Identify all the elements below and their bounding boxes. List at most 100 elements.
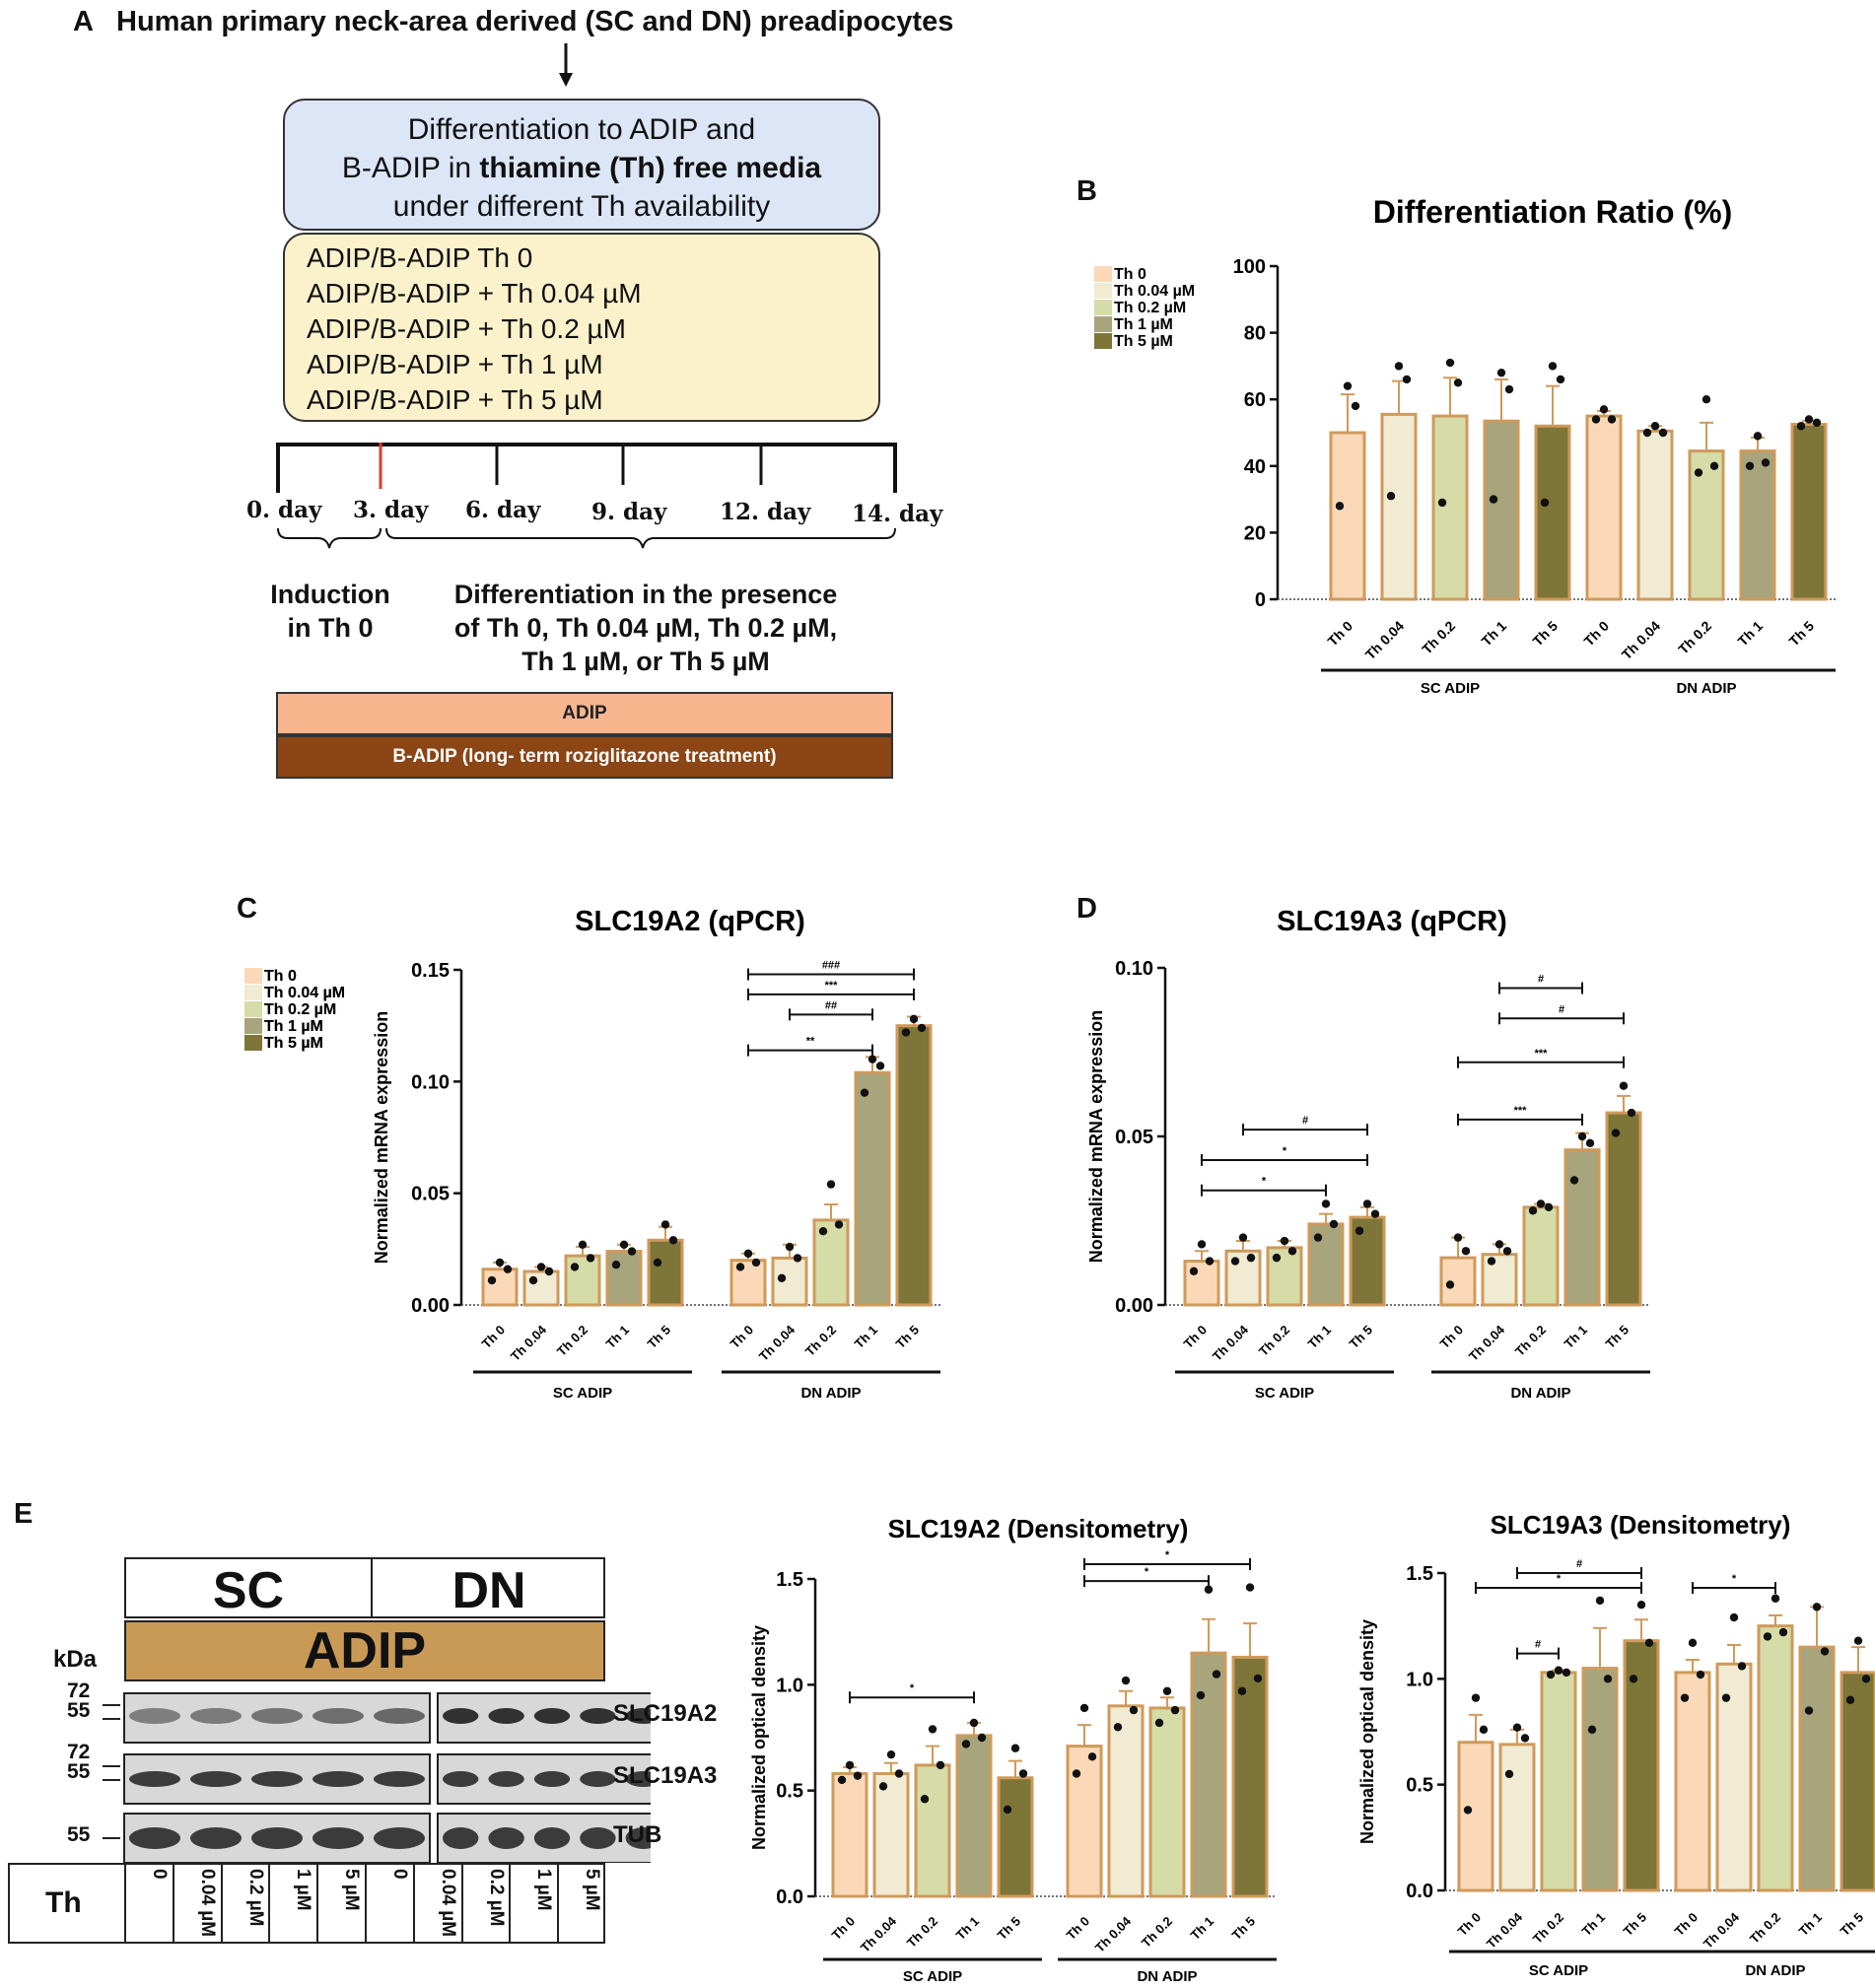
blot-band <box>443 1771 479 1787</box>
lane-label: 1 µM <box>268 1865 316 1942</box>
media-line-3: under different Th availability <box>392 190 771 223</box>
lane-label-text: 0.04 µM <box>196 1869 218 1938</box>
x-tick-label: Th 1 <box>1734 618 1766 650</box>
data-point <box>1245 1583 1255 1592</box>
conditions-box: ADIP/B-ADIP Th 0 ADIP/B-ADIP + Th 0.04 µ… <box>283 233 880 422</box>
lane-label: 5 µM <box>316 1865 365 1942</box>
data-point <box>1313 1233 1323 1242</box>
x-tick-label: Th 5 <box>893 1323 923 1352</box>
data-point <box>860 1088 869 1097</box>
x-tick-label: Th 0.04 <box>1484 1909 1526 1952</box>
media-box: Differentiation to ADIP and B-ADIP in th… <box>283 99 880 231</box>
x-tick-label: Th 5 <box>1603 1323 1632 1352</box>
data-point <box>1644 1638 1654 1648</box>
legend-label: Th 0.04 µM <box>1114 283 1195 300</box>
x-tick-label: Th 0.04 <box>1701 1909 1743 1952</box>
bar <box>771 1256 808 1307</box>
western-blot <box>103 1692 651 1863</box>
data-point <box>1642 428 1652 438</box>
data-point <box>1536 1200 1546 1208</box>
media-line-2: B-ADIP in thiamine (Th) free media <box>285 149 878 187</box>
kda-marker: 72 <box>67 1680 91 1702</box>
data-point <box>1386 492 1396 501</box>
x-tick-label: Th 0.04 <box>858 1913 900 1955</box>
data-point <box>1694 468 1703 477</box>
blot-band <box>190 1827 242 1849</box>
significance-label: *** <box>825 980 839 992</box>
y-tick-label: 0.5 <box>1406 1775 1433 1797</box>
y-tick-label: 20 <box>1244 522 1266 544</box>
data-point <box>1629 1675 1638 1683</box>
data-point <box>1820 1647 1830 1656</box>
data-point <box>1445 1280 1455 1289</box>
lane-label: 0 <box>365 1865 413 1942</box>
x-tick-label: Th 5 <box>1838 1910 1867 1940</box>
x-tick-label: Th 5 <box>1529 618 1561 650</box>
data-point <box>1778 1627 1788 1637</box>
x-tick-label: Th 1 <box>1562 1323 1591 1352</box>
data-point <box>1619 1081 1629 1090</box>
legend-label: Th 0.04 µM <box>264 985 345 1001</box>
group-label: SC ADIP <box>1529 1962 1588 1979</box>
chart-title: Differentiation Ratio (%) <box>1373 194 1732 230</box>
data-point <box>1212 1670 1221 1679</box>
data-point <box>1335 502 1345 511</box>
significance-label: *** <box>1514 1105 1528 1117</box>
x-tick-label: Th 1 <box>1305 1323 1335 1352</box>
y-tick-label: 80 <box>1244 323 1266 345</box>
panel-d-letter: D <box>1076 893 1097 925</box>
blot-band <box>251 1827 303 1849</box>
bar <box>895 1024 933 1307</box>
data-point <box>735 1263 745 1271</box>
bar <box>955 1734 993 1898</box>
x-tick-label: Th 1 <box>1188 1914 1217 1944</box>
y-tick-label: 0.5 <box>776 1781 803 1803</box>
data-point <box>1162 1686 1172 1695</box>
data-point <box>1238 1233 1248 1242</box>
panel-c-letter: C <box>237 893 257 925</box>
data-point <box>1845 1695 1855 1705</box>
bar <box>1636 429 1674 601</box>
data-point <box>1804 1706 1814 1715</box>
differentiation-line: of Th 0, Th 0.04 µM, Th 0.2 µM, <box>453 613 838 643</box>
data-point <box>909 1014 919 1024</box>
x-tick-label: Th 5 <box>995 1914 1024 1944</box>
data-point <box>1453 1233 1463 1242</box>
bar <box>1148 1706 1186 1898</box>
bar <box>1623 1639 1660 1892</box>
data-point <box>1329 1219 1339 1229</box>
x-tick-label: Th 0 <box>1181 1323 1211 1352</box>
data-point <box>1812 418 1822 428</box>
media-line-2-bold: thiamine (Th) free media <box>479 152 822 184</box>
adip-band: ADIP <box>276 692 893 735</box>
blot-band <box>625 1708 651 1724</box>
blot-band <box>580 1771 616 1787</box>
data-point <box>818 1227 828 1236</box>
bar <box>647 1238 684 1307</box>
data-point <box>1362 1200 1372 1208</box>
data-point <box>917 1023 927 1033</box>
legend-label: Th 5 µM <box>1114 333 1173 350</box>
lane-label-text: 5 µM <box>582 1869 603 1911</box>
data-point <box>1627 1108 1636 1118</box>
chart-D: SLC19A3 (qPCR) 0.00 0.05 0.10 Normalized mRN… <box>1086 906 1650 1402</box>
y-axis-label: Normalized mRNA expression <box>1086 1010 1106 1263</box>
bar <box>1534 424 1571 601</box>
x-tick-label: Th 0.04 <box>1466 1322 1508 1364</box>
x-tick-label: Th 0 <box>1672 1910 1701 1940</box>
blot-band <box>488 1708 524 1724</box>
data-point <box>1546 1670 1556 1680</box>
bar <box>1183 1260 1220 1307</box>
x-tick-label: Th 0.2 <box>554 1323 590 1359</box>
bar <box>1431 414 1469 601</box>
data-point <box>528 1275 538 1285</box>
day-label: 9. day <box>591 499 667 525</box>
data-point <box>1471 1693 1481 1702</box>
data-point <box>1562 1668 1571 1678</box>
bar <box>605 1250 643 1307</box>
chart-C: SLC19A2 (qPCR) 0.00 0.05 0.10 0.15 Normalized… <box>244 906 940 1402</box>
x-tick-label: Th 0.04 <box>1362 618 1408 663</box>
data-point <box>894 1769 904 1778</box>
condition-item: ADIP/B-ADIP + Th 0.2 µM <box>307 313 626 344</box>
